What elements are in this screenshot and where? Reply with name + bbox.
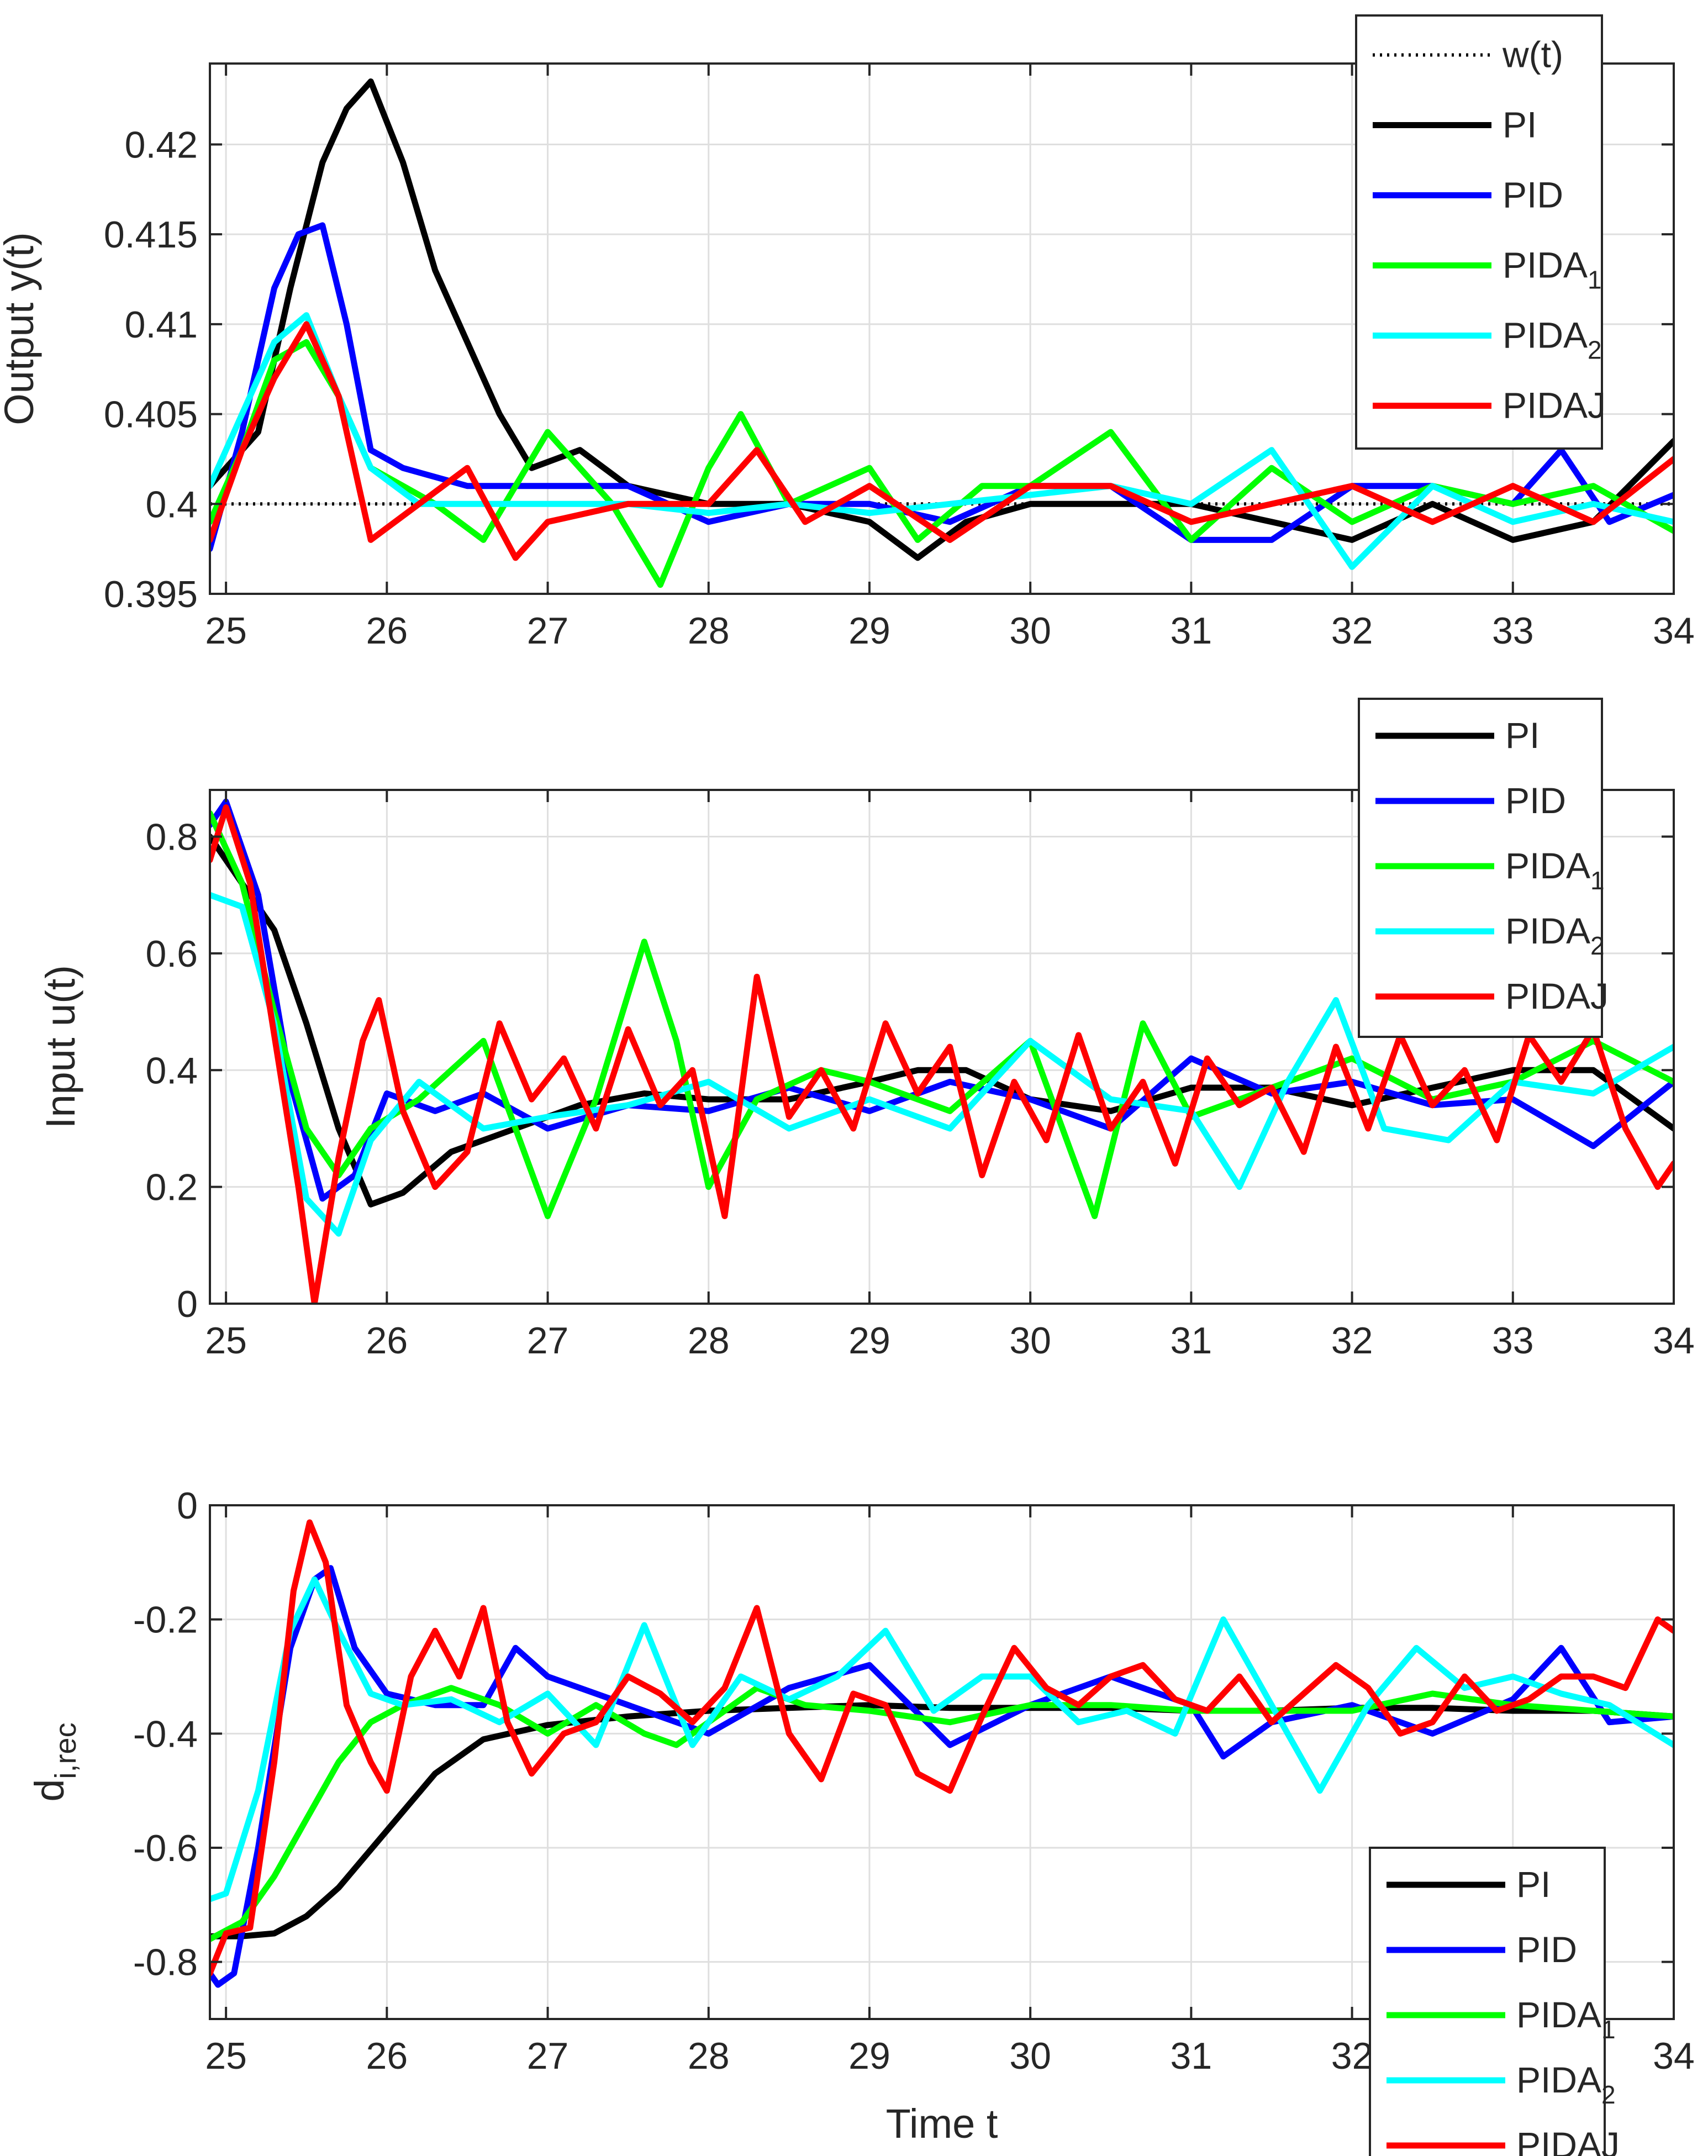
x-tick-label: 25: [205, 610, 247, 652]
legend-entry-label: PI: [1503, 104, 1537, 145]
x-tick-label: 29: [848, 1320, 890, 1362]
series-line-pidaj: [210, 1519, 1674, 1976]
series-line-pidaj: [210, 321, 1674, 561]
series-line-pida-2: [210, 892, 1674, 1237]
y-axis-label: Input u(t): [38, 965, 83, 1129]
chart-panel-output: 25 26 27 28 29 30 31 32 33 34 0.395 0.4 0.405 0.41 0.4…: [0, 14, 1695, 652]
legend-entry-subscript: 1: [1601, 2015, 1616, 2044]
legend-entry-subscript: 1: [1588, 266, 1602, 294]
subplot-panels: 25 26 27 28 29 30 31 32 33 340.3950.40.4050.410.4…: [0, 14, 1695, 2156]
x-tick-label: 28: [688, 2035, 730, 2077]
legend-entry-label: PID: [1516, 1929, 1577, 1970]
axes-box: [209, 789, 1675, 1305]
legend-entry-subscript: 2: [1590, 931, 1605, 960]
legend-entry-label: PIDAJ: [1503, 385, 1606, 426]
y-tick-label: -0.2: [133, 1599, 198, 1641]
legend-entry-label: PID: [1503, 175, 1563, 215]
series-line-pida-2: [210, 1576, 1674, 1902]
y-tick-label: 0.395: [104, 573, 198, 615]
legend-box: [1369, 1847, 1606, 2156]
x-tick-label: 28: [688, 1320, 730, 1362]
legend-entry-label: PID: [1505, 780, 1566, 821]
y-tick-label: -0.6: [133, 1827, 198, 1869]
x-tick-label: 34: [1653, 2035, 1695, 2077]
x-tick-label: 25: [205, 2035, 247, 2077]
y-tick-label: -0.4: [133, 1713, 198, 1755]
legend-entry-label: PI: [1505, 715, 1540, 756]
series-line-pi: [210, 834, 1674, 1208]
x-tick-label: 32: [1331, 610, 1373, 652]
series-group: [210, 1519, 1674, 1988]
x-tick-label: 25: [205, 1320, 247, 1362]
x-tick-label: 27: [527, 1320, 569, 1362]
legend-entry-label: PIDAJ: [1505, 976, 1609, 1016]
y-axis-label: Output y(t): [0, 232, 42, 425]
legend-entry-label: w(t): [1502, 34, 1563, 75]
chart-panel-input: 25 26 27 28 29 30 31 32 33 34 0 0.2 0.4 0.6 0.8 Input u…: [38, 698, 1695, 1362]
x-tick-label: 31: [1171, 610, 1213, 652]
legend-entry-label: PI: [1516, 1864, 1551, 1905]
series-line-pidaj: [210, 804, 1674, 1304]
x-tick-label: 29: [848, 610, 890, 652]
y-tick-label: 0.415: [104, 214, 198, 256]
x-tick-label: 26: [366, 2035, 408, 2077]
y-tick-label: 0.42: [125, 124, 198, 166]
x-tick-label: 32: [1331, 2035, 1373, 2077]
x-tick-label: 27: [527, 610, 569, 652]
y-tick-label: 0: [177, 1485, 198, 1527]
y-tick-label: 0.41: [125, 304, 198, 346]
x-tick-label: 30: [1009, 2035, 1051, 2077]
axes-box: [209, 1504, 1675, 2020]
y-tick-label: 0.4: [145, 483, 198, 525]
x-tick-label: 31: [1171, 1320, 1213, 1362]
legend-box: [1355, 14, 1603, 450]
x-tick-label: 31: [1171, 2035, 1213, 2077]
x-tick-label: 30: [1009, 610, 1051, 652]
x-tick-label: 32: [1331, 1320, 1373, 1362]
x-tick-label: 29: [848, 2035, 890, 2077]
y-tick-label: 0.405: [104, 394, 198, 436]
legend-entry-subscript: 2: [1601, 2080, 1616, 2109]
x-tick-label: 28: [688, 610, 730, 652]
legend-entry-subscript: 1: [1590, 866, 1605, 895]
x-tick-label: 33: [1492, 610, 1534, 652]
y-tick-label: 0.4: [145, 1050, 198, 1092]
x-tick-label: 30: [1009, 1320, 1051, 1362]
legend-entry-label: PIDAJ: [1516, 2125, 1620, 2156]
x-tick-label: 34: [1653, 1320, 1695, 1362]
y-tick-label: 0.6: [145, 933, 198, 975]
y-tick-label: 0.2: [145, 1167, 198, 1209]
y-tick-label: 0.8: [145, 816, 198, 858]
axes-box: [209, 62, 1675, 595]
y-tick-label: -0.8: [133, 1942, 198, 1984]
x-tick-label: 34: [1653, 610, 1695, 652]
x-tick-label: 26: [366, 1320, 408, 1362]
legend-entry-subscript: 2: [1588, 336, 1602, 365]
x-tick-label: 33: [1492, 1320, 1534, 1362]
x-tick-label: 26: [366, 610, 408, 652]
x-tick-label: 27: [527, 2035, 569, 2077]
y-axis-label-subscript: i,rec: [49, 1722, 82, 1779]
y-tick-label: 0: [177, 1283, 198, 1325]
x-axis-label: Time t: [886, 2101, 998, 2147]
series-group: [210, 798, 1674, 1304]
series-group: [210, 78, 1674, 588]
